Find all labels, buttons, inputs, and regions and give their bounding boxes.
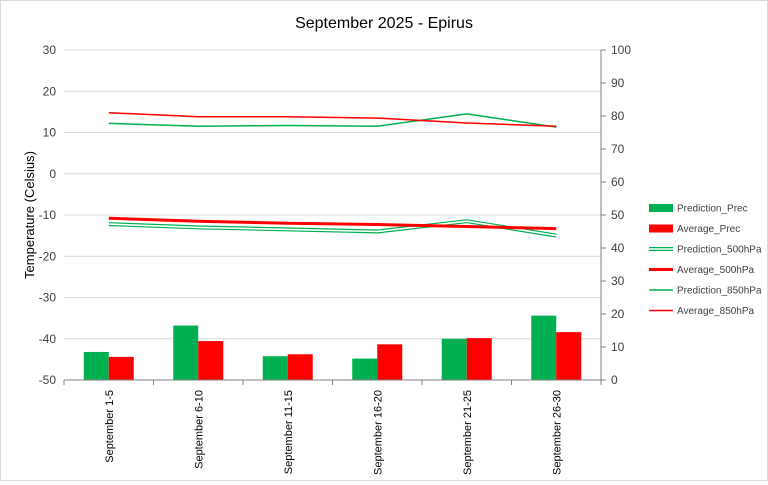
legend-prediction-prec-swatch: [649, 204, 673, 212]
legend-average-prec-label: Average_Prec: [677, 224, 740, 235]
legend-prediction-prec-label: Prediction_Prec: [677, 204, 748, 215]
bar-average-prec: [466, 338, 492, 380]
legend-average-prec-swatch: [649, 224, 673, 233]
legend-prediction-500hpa-label: Prediction_500hPa: [677, 245, 762, 256]
y-axis-ticks: 30 20 10 0 -10 -20 -30 -40 -50: [39, 43, 57, 387]
line-prediction-500hpa-inner: [108, 220, 557, 237]
x-axis-categories: September 1-5 September 6-10 September 11-…: [104, 390, 564, 475]
bar-average-prec: [108, 356, 134, 380]
chart-title: September 2025 - Epirus: [295, 15, 473, 32]
bar-prediction-prec: [262, 356, 288, 380]
y-tick-label: -30: [39, 291, 57, 305]
x-category-label: September 6-10: [193, 390, 205, 469]
y-tick-label: 0: [49, 167, 56, 181]
y2-tick-label: 90: [611, 76, 625, 90]
x-category-label: September 26-30: [551, 390, 563, 475]
y2-tick-label: 20: [611, 307, 625, 321]
legend-prediction-850hpa-label: Prediction_850hPa: [677, 286, 762, 297]
axes-group: [63, 49, 606, 385]
y-tick-label: 30: [43, 43, 57, 57]
y2-tick-label: 80: [611, 109, 625, 123]
x-category-label: September 11-15: [283, 390, 295, 474]
bar-average-prec: [556, 332, 582, 380]
bar-average-prec: [377, 344, 403, 380]
line-average-850hpa: [108, 111, 557, 128]
bars-group: [83, 315, 582, 380]
y-tick-label: 20: [43, 84, 57, 98]
bar-prediction-prec: [352, 358, 378, 380]
bar-prediction-prec: [441, 338, 467, 380]
y2-tick-label: 50: [611, 208, 625, 222]
lines-group: [108, 111, 557, 238]
x-category-label: September 21-25: [462, 390, 474, 475]
y-tick-label: -50: [39, 373, 57, 387]
y-axis-label: Temperature (Celsius): [22, 151, 37, 279]
bar-average-prec: [287, 354, 313, 380]
y-tick-label: -20: [39, 249, 57, 263]
bar-prediction-prec: [173, 325, 199, 380]
y2-tick-label: 40: [611, 241, 625, 255]
line-prediction-850hpa: [108, 113, 557, 128]
bar-prediction-prec: [83, 351, 109, 380]
y-tick-label: -40: [39, 332, 57, 346]
bar-average-prec: [198, 341, 224, 380]
y-tick-label: -10: [39, 208, 57, 222]
bar-prediction-prec: [531, 315, 557, 380]
gridlines: [64, 49, 601, 381]
x-category-label: September 1-5: [104, 390, 116, 463]
y2-tick-label: 70: [611, 142, 625, 156]
legend-average-500hpa-label: Average_500hPa: [677, 265, 755, 276]
y2-tick-label: 60: [611, 175, 625, 189]
line-average-500hpa: [108, 216, 557, 231]
legend-average-850hpa-label: Average_850hPa: [677, 306, 755, 317]
y2-tick-label: 0: [611, 373, 618, 387]
y2-tick-label: 30: [611, 274, 625, 288]
legend: Prediction_Prec Average_Prec Prediction_50…: [649, 204, 762, 317]
x-category-label: September 16-20: [372, 390, 384, 475]
y2-tick-label: 100: [611, 43, 631, 57]
y-tick-label: 10: [43, 126, 57, 140]
y2-tick-label: 10: [611, 340, 625, 354]
